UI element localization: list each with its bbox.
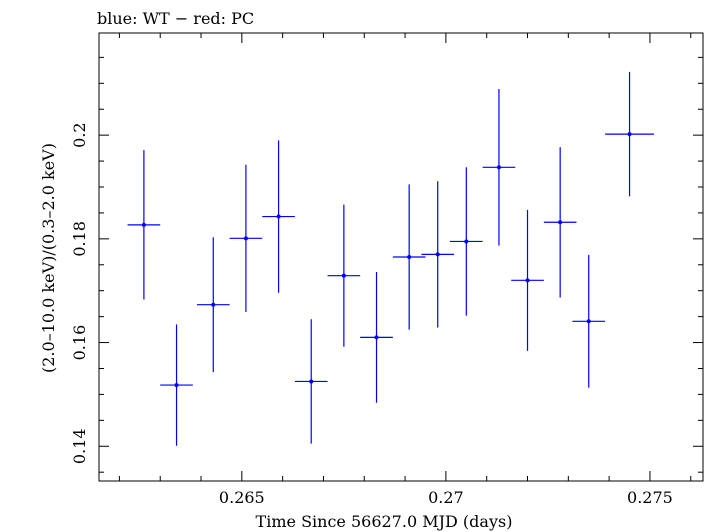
x-axis-label: Time Since 56627.0 MJD (days) — [256, 512, 513, 531]
data-point — [421, 181, 455, 328]
chart-title: blue: WT − red: PC — [97, 9, 254, 28]
point-marker — [309, 379, 314, 384]
point-marker — [341, 273, 346, 278]
data-series — [127, 71, 655, 446]
point-marker — [496, 165, 501, 170]
data-point — [449, 167, 483, 316]
data-point — [511, 209, 544, 351]
data-point — [229, 164, 263, 312]
data-point — [294, 319, 328, 444]
data-point — [392, 184, 426, 330]
y-tick-label: 0.18 — [70, 221, 89, 257]
point-marker — [243, 236, 248, 241]
point-marker — [464, 239, 469, 244]
point-marker — [407, 255, 412, 259]
point-marker — [174, 383, 179, 388]
point-marker — [558, 220, 563, 225]
y-axis-ticks: 0.14 0.16 0.18 0.2 — [70, 56, 703, 473]
data-point — [262, 140, 295, 293]
plot-frame — [98, 32, 704, 482]
x-tick-label: 0.275 — [627, 488, 673, 507]
x-tick-label: 0.265 — [219, 488, 265, 507]
data-point — [160, 324, 193, 446]
point-marker — [525, 278, 530, 283]
point-marker — [276, 214, 281, 219]
x-tick-label: 0.27 — [428, 488, 464, 507]
data-point — [127, 150, 161, 300]
data-point — [196, 237, 230, 373]
data-point — [327, 204, 361, 347]
data-point — [572, 254, 606, 388]
point-marker — [627, 132, 632, 137]
y-tick-label: 0.16 — [70, 325, 89, 361]
point-marker — [211, 302, 216, 307]
point-marker — [435, 252, 440, 257]
data-point — [605, 71, 655, 197]
data-point — [543, 147, 577, 298]
y-tick-label: 0.14 — [70, 428, 89, 464]
point-marker — [374, 335, 379, 340]
y-tick-label: 0.2 — [70, 122, 89, 147]
point-marker — [141, 222, 146, 227]
x-axis-ticks: 0.265 0.27 0.275 — [118, 33, 692, 507]
y-axis-label: (2.0–10.0 keV)/(0.3–2.0 keV) — [39, 143, 58, 373]
data-point — [482, 89, 516, 246]
point-marker — [586, 319, 591, 324]
data-point — [360, 272, 393, 403]
